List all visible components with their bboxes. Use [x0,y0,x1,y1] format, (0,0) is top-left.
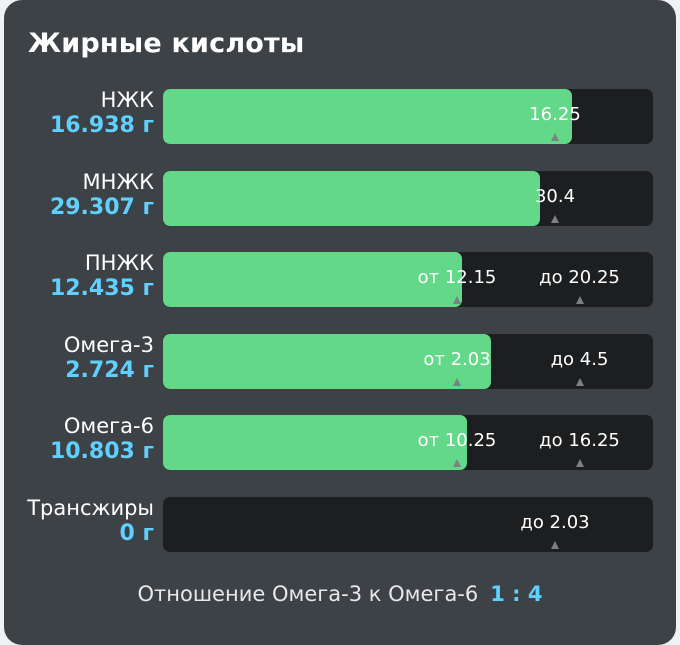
range-marker-tick-icon [551,133,559,141]
progress-track: от 12.15 до 20.25 [163,252,653,307]
range-marker-label: от 10.25 [417,430,497,451]
range-marker-label: до 2.03 [520,512,590,533]
nutrient-label: Омега-6 10.803 г [50,413,154,465]
fatty-acids-card: Жирные кислоты НЖК 16.938 г 16.25 МНЖК 2… [4,0,676,645]
progress-track: от 2.03 до 4.5 [163,334,653,389]
range-marker-tick-icon [551,215,559,223]
omega-ratio-label: Отношение Омега-3 к Омега-6 [137,582,479,606]
nutrient-row-omega3: Омега-3 2.724 г от 2.03 до 4.5 [4,332,676,390]
progress-fill [163,171,541,226]
nutrient-amount: 12.435 г [49,276,154,301]
nutrient-row-omega6: Омега-6 10.803 г от 10.25 до 16.25 [4,413,676,471]
nutrient-label: ПНЖК 12.435 г [50,250,154,302]
range-marker-label: до 16.25 [539,430,620,451]
nutrient-name: МНЖК [82,170,154,194]
progress-fill [163,252,462,307]
range-marker-label: 30.4 [534,186,576,207]
nutrient-row-pufa: ПНЖК 12.435 г от 12.15 до 20.25 [4,250,676,308]
nutrient-amount: 16.938 г [49,113,154,138]
omega-ratio: Отношение Омега-3 к Омега-6 1 : 4 [4,582,676,606]
progress-track: 16.25 [163,89,653,144]
range-marker-tick-icon [453,296,461,304]
nutrient-name: НЖК [100,88,154,112]
range-marker-label: до 20.25 [539,267,620,288]
nutrient-name: Трансжиры [27,496,154,520]
range-marker-tick-icon [453,459,461,467]
progress-fill [163,89,573,144]
nutrient-label: МНЖК 29.307 г [50,169,154,221]
range-marker-tick-icon [551,541,559,549]
progress-track: 30.4 [163,171,653,226]
range-marker-label: до 4.5 [550,349,609,370]
nutrient-label: Трансжиры 0 г [27,495,154,547]
nutrient-amount: 0 г [119,521,154,546]
card-title: Жирные кислоты [28,28,305,59]
nutrient-label: НЖК 16.938 г [50,87,154,139]
nutrient-amount: 29.307 г [49,195,154,220]
range-marker-label: от 2.03 [423,349,491,370]
range-marker-label: от 12.15 [417,267,497,288]
progress-track: до 2.03 [163,497,653,552]
range-marker-tick-icon [453,378,461,386]
nutrient-amount: 10.803 г [49,439,154,464]
nutrient-name: Омега-3 [63,333,154,357]
omega-ratio-value: 1 : 4 [490,582,543,606]
nutrient-amount: 2.724 г [65,358,154,383]
nutrient-row-sfa: НЖК 16.938 г 16.25 [4,87,676,145]
nutrient-name: ПНЖК [84,251,154,275]
range-marker-label: 16.25 [529,104,581,125]
nutrient-label: Омега-3 2.724 г [64,332,154,384]
range-marker-tick-icon [575,296,584,304]
progress-fill [163,334,492,389]
nutrient-row-trans: Трансжиры 0 г до 2.03 [4,495,676,553]
range-marker-tick-icon [575,378,584,386]
nutrient-row-mufa: МНЖК 29.307 г 30.4 [4,169,676,227]
nutrient-name: Омега-6 [63,414,154,438]
progress-fill [163,415,467,470]
range-marker-tick-icon [575,459,584,467]
progress-track: от 10.25 до 16.25 [163,415,653,470]
